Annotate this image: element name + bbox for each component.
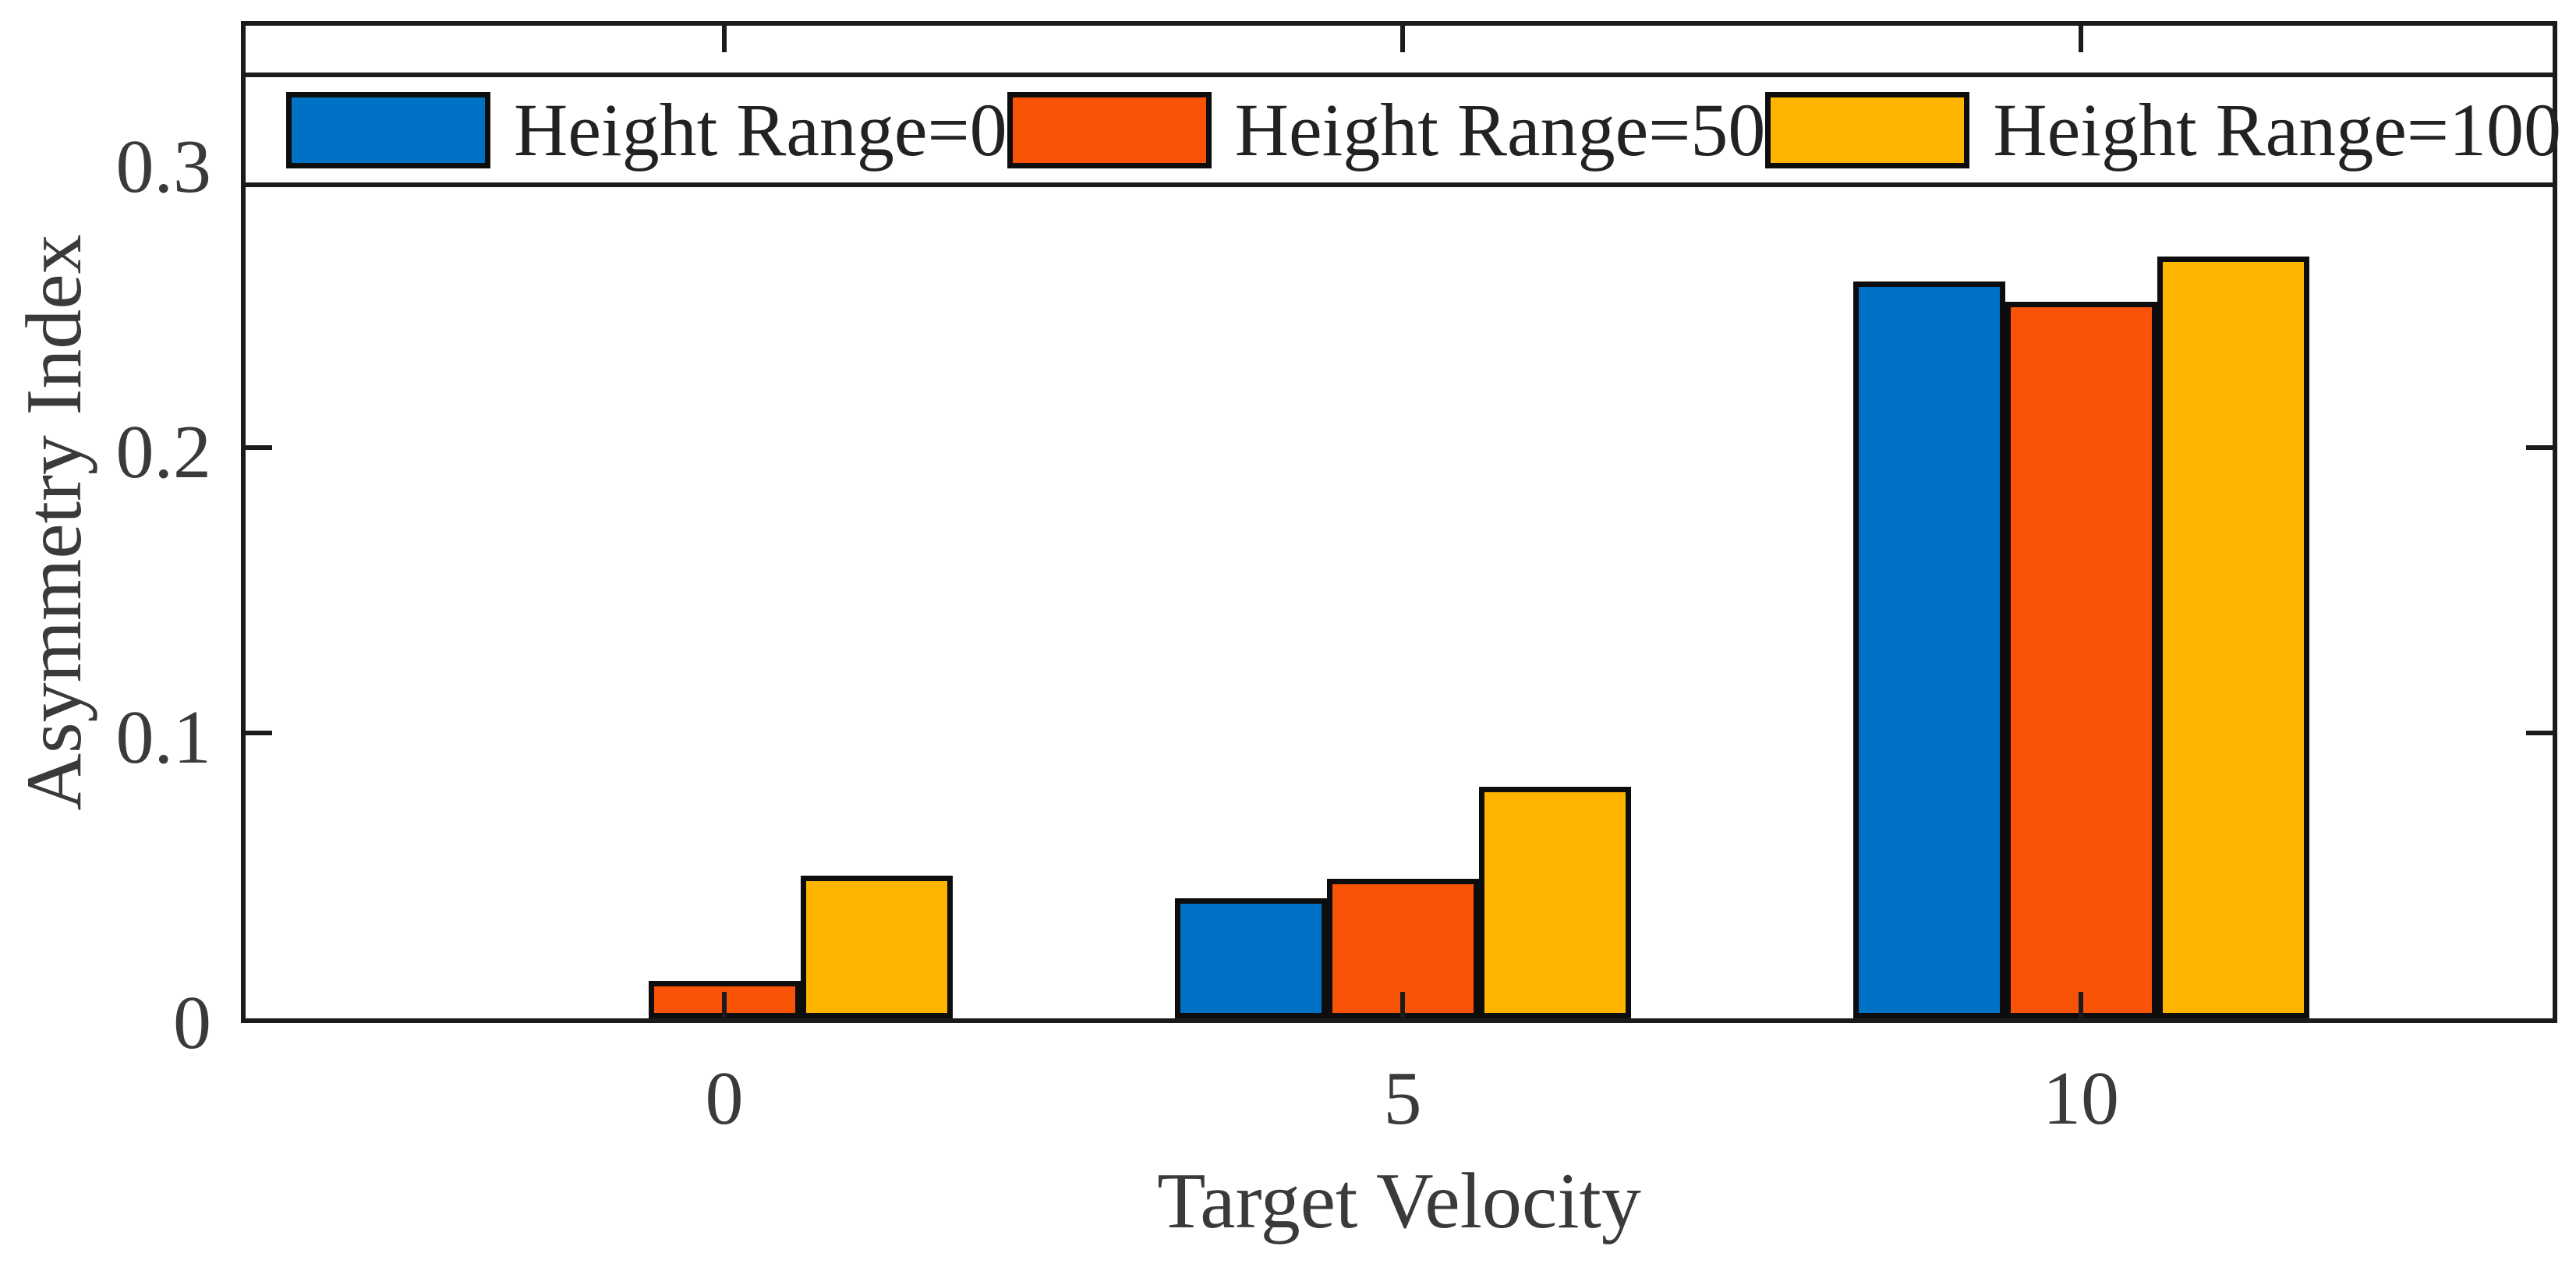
x-tick-bottom-10	[2079, 992, 2083, 1018]
x-tick-top-10	[2079, 26, 2083, 52]
y-tick-label-0.1: 0.1	[115, 696, 212, 780]
bar-height-range-0-x10	[1853, 281, 2005, 1018]
legend: Height Range=0 Height Range=50 Height Rang…	[246, 73, 2561, 187]
bar-height-range-100-x10	[2157, 257, 2309, 1018]
legend-swatch	[286, 91, 490, 168]
x-tick-label-5: 5	[1383, 1057, 1422, 1141]
y-tick-label-0.3: 0.3	[115, 125, 212, 209]
legend-label: Height Range=0	[514, 87, 1007, 172]
legend-item: Height Range=0	[286, 87, 1007, 172]
x-tick-top-5	[1400, 26, 1405, 52]
y-tick-right-0.1	[2526, 731, 2553, 735]
x-tick-bottom-5	[1400, 992, 1405, 1018]
y-tick-left-0.1	[246, 731, 272, 735]
bar-height-range-100-x0	[801, 876, 953, 1018]
y-tick-right-0.2	[2526, 445, 2553, 450]
legend-item: Height Range=50	[1007, 87, 1766, 172]
plot-area: Height Range=0 Height Range=50 Height Rang…	[241, 21, 2561, 1023]
legend-swatch	[1007, 91, 1212, 168]
x-tick-bottom-0	[722, 992, 727, 1018]
legend-item: Height Range=100	[1765, 87, 2562, 172]
x-tick-label-10: 10	[2043, 1057, 2119, 1141]
y-tick-label-0.2: 0.2	[115, 410, 212, 494]
x-tick-label-0: 0	[705, 1057, 744, 1141]
x-axis-title: Target Velocity	[1157, 1157, 1641, 1245]
y-tick-label-0: 0	[173, 981, 211, 1065]
legend-label: Height Range=50	[1234, 87, 1766, 172]
legend-swatch	[1765, 91, 1970, 168]
legend-label: Height Range=100	[1993, 87, 2562, 172]
x-tick-top-0	[722, 26, 727, 52]
bar-height-range-50-x10	[2005, 302, 2157, 1018]
y-tick-left-0.2	[246, 445, 272, 450]
bar-height-range-100-x5	[1479, 787, 1631, 1018]
bar-height-range-0-x5	[1175, 898, 1327, 1018]
